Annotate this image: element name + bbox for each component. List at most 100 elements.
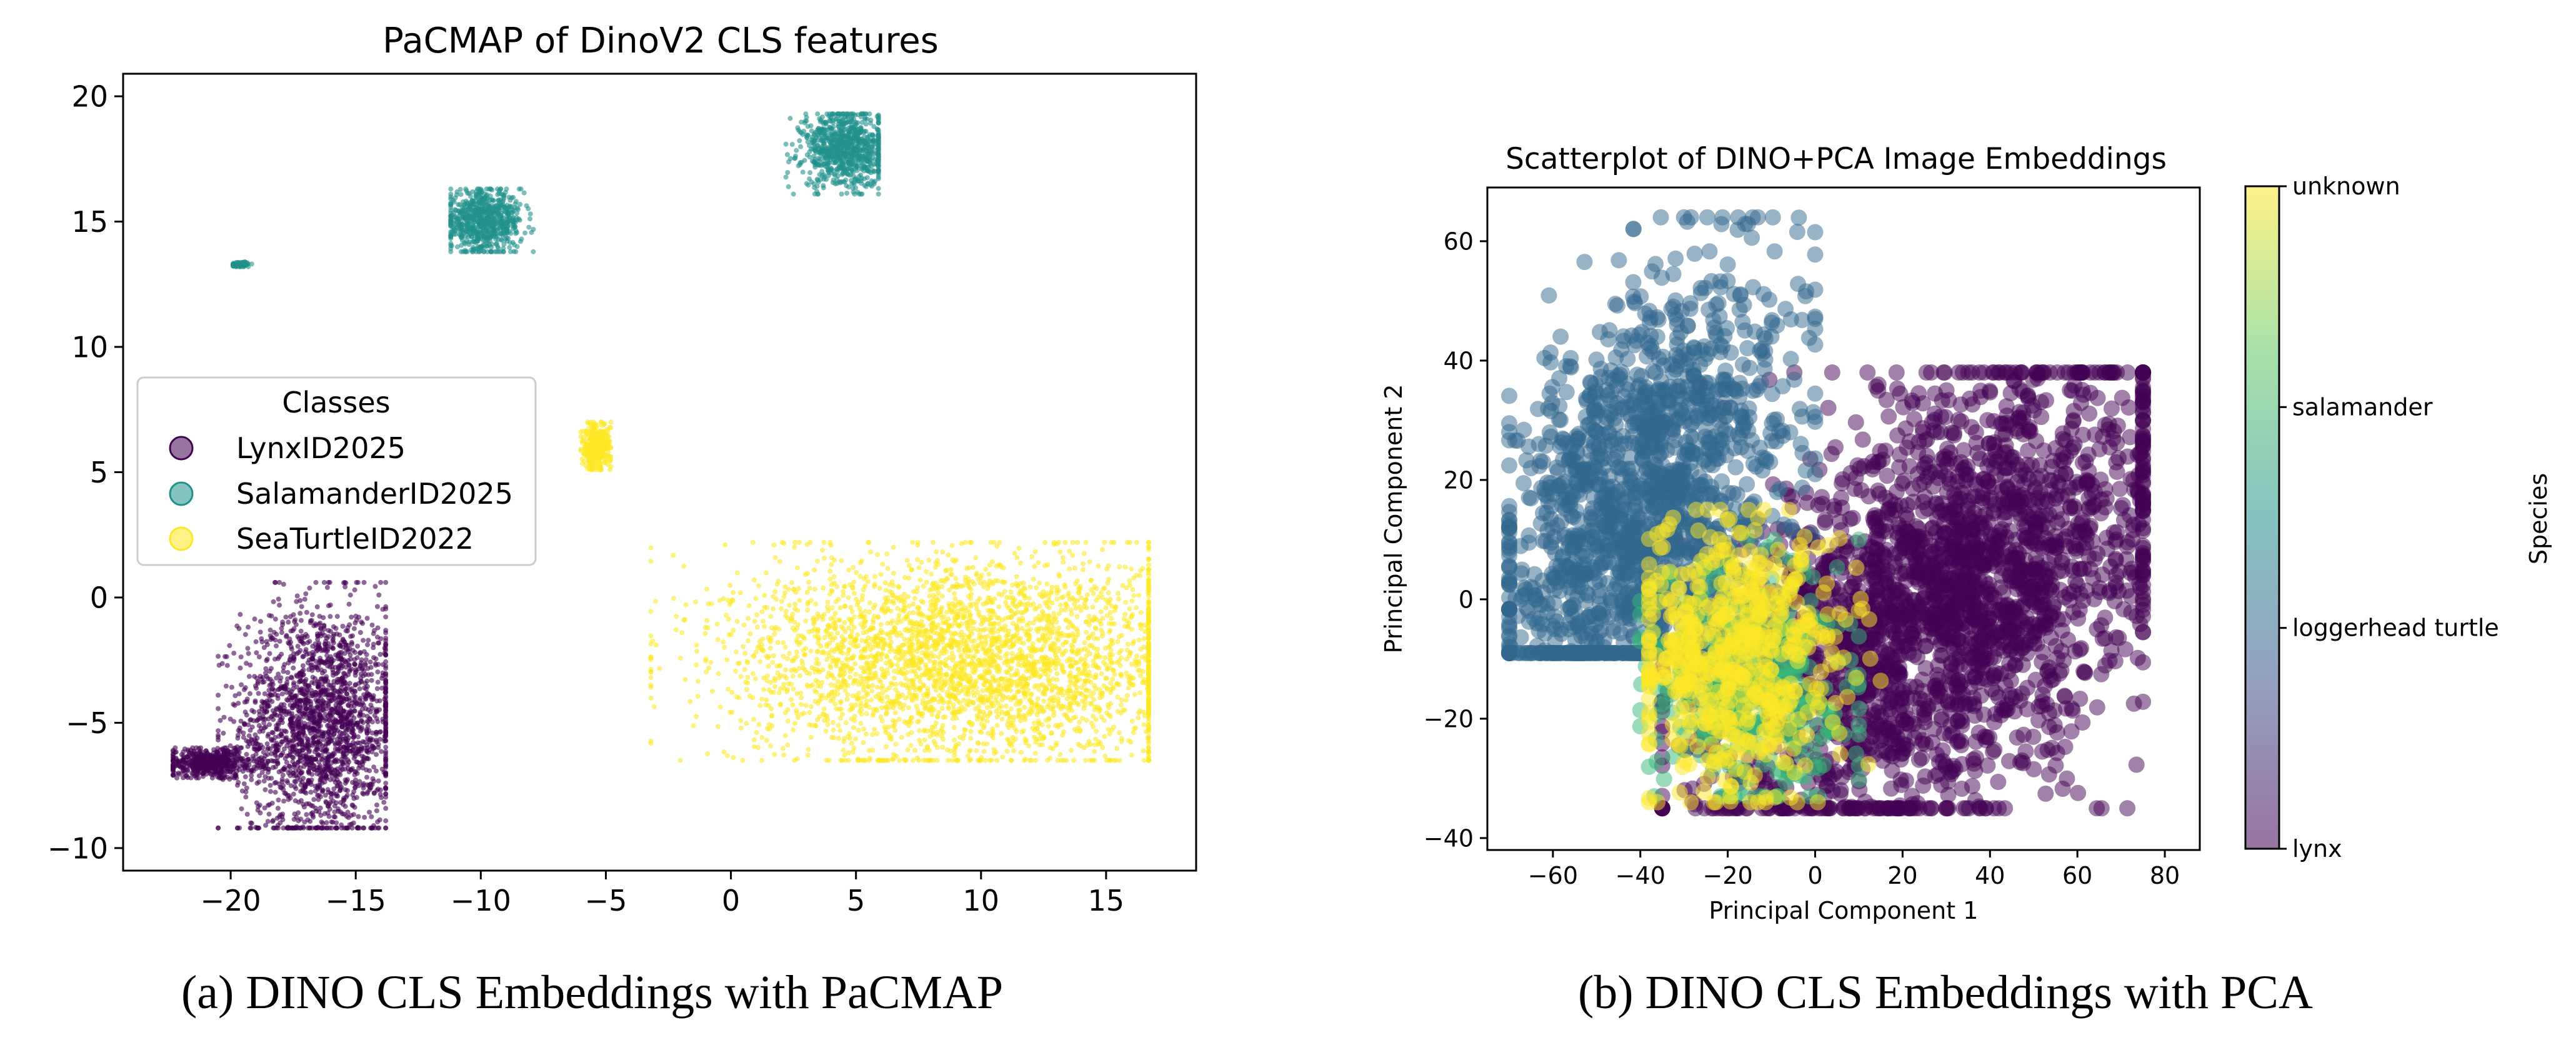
- data-point: [253, 639, 259, 644]
- data-point: [269, 729, 275, 735]
- data-point: [270, 819, 276, 824]
- data-point: [225, 774, 231, 780]
- data-point: [671, 552, 676, 558]
- data-point: [277, 639, 282, 644]
- data-point: [448, 186, 454, 192]
- data-point: [344, 751, 349, 756]
- data-point: [501, 198, 506, 203]
- data-point: [299, 633, 305, 639]
- data-point: [876, 112, 881, 118]
- data-point: [448, 213, 454, 219]
- data-point: [339, 679, 344, 684]
- data-point: [272, 616, 278, 622]
- data-point: [275, 806, 281, 811]
- data-point: [217, 718, 223, 723]
- data-point: [514, 217, 520, 222]
- data-point: [484, 243, 490, 249]
- data-point: [823, 154, 829, 159]
- data-point: [347, 742, 353, 748]
- data-point: [374, 808, 379, 814]
- data-point: [294, 599, 299, 604]
- data-point: [770, 659, 776, 665]
- data-point: [232, 693, 238, 699]
- data-point: [832, 159, 838, 165]
- data-point: [357, 686, 362, 691]
- data-point: [326, 692, 331, 698]
- data-point: [729, 632, 734, 638]
- data-point: [310, 810, 316, 816]
- data-point: [734, 649, 739, 655]
- data-point: [291, 665, 296, 671]
- data-point: [374, 802, 379, 808]
- data-point: [223, 683, 229, 689]
- data-point: [374, 752, 379, 758]
- data-point: [274, 631, 279, 637]
- data-point: [279, 779, 285, 784]
- data-point: [453, 214, 459, 219]
- data-point: [1057, 602, 1063, 608]
- data-point: [186, 756, 192, 762]
- data-point: [366, 638, 371, 643]
- data-point: [864, 175, 870, 181]
- data-point: [309, 693, 315, 699]
- data-point: [209, 775, 215, 781]
- data-point: [526, 224, 532, 230]
- data-point: [809, 158, 815, 164]
- data-point: [307, 585, 312, 591]
- data-point: [804, 135, 810, 141]
- data-point: [295, 764, 301, 769]
- data-point: [183, 774, 189, 779]
- data-point: [876, 186, 881, 191]
- data-point: [803, 111, 809, 117]
- data-point: [354, 655, 360, 661]
- data-point: [246, 757, 251, 762]
- data-point: [491, 232, 496, 238]
- data-point: [648, 545, 654, 551]
- data-point: [374, 768, 379, 774]
- data-point: [1115, 709, 1121, 714]
- data-point: [802, 118, 808, 124]
- data-point: [814, 177, 820, 182]
- data-point: [521, 190, 527, 196]
- data-point: [350, 803, 356, 808]
- data-point: [351, 693, 357, 699]
- data-point: [362, 814, 367, 820]
- data-point: [347, 592, 353, 598]
- data-point: [846, 125, 852, 131]
- data-point: [786, 159, 791, 164]
- data-point: [264, 698, 270, 704]
- data-point: [1126, 641, 1131, 647]
- data-point: [827, 131, 832, 137]
- data-point: [267, 628, 273, 633]
- data-point: [784, 152, 790, 158]
- data-point: [209, 764, 215, 769]
- data-point: [383, 681, 389, 686]
- data-point: [252, 616, 257, 622]
- data-point: [477, 249, 482, 254]
- data-point: [244, 811, 250, 817]
- data-point: [365, 789, 371, 795]
- data-point: [306, 769, 311, 775]
- data-point: [343, 628, 349, 634]
- data-point: [341, 802, 346, 807]
- data-point: [325, 713, 331, 719]
- data-point: [229, 764, 235, 769]
- data-point: [369, 730, 375, 736]
- data-point: [279, 651, 284, 657]
- data-point: [342, 584, 348, 589]
- data-point: [214, 749, 219, 754]
- data-point: [304, 746, 310, 752]
- data-point: [282, 662, 287, 668]
- data-point: [854, 164, 859, 170]
- data-point: [376, 640, 382, 646]
- data-point: [864, 159, 870, 164]
- data-point: [355, 643, 361, 649]
- data-point: [512, 223, 517, 229]
- data-point: [236, 262, 241, 268]
- data-point: [874, 731, 880, 736]
- data-point: [267, 651, 272, 656]
- data-point: [241, 781, 247, 787]
- data-point: [721, 749, 727, 755]
- data-point: [339, 822, 344, 828]
